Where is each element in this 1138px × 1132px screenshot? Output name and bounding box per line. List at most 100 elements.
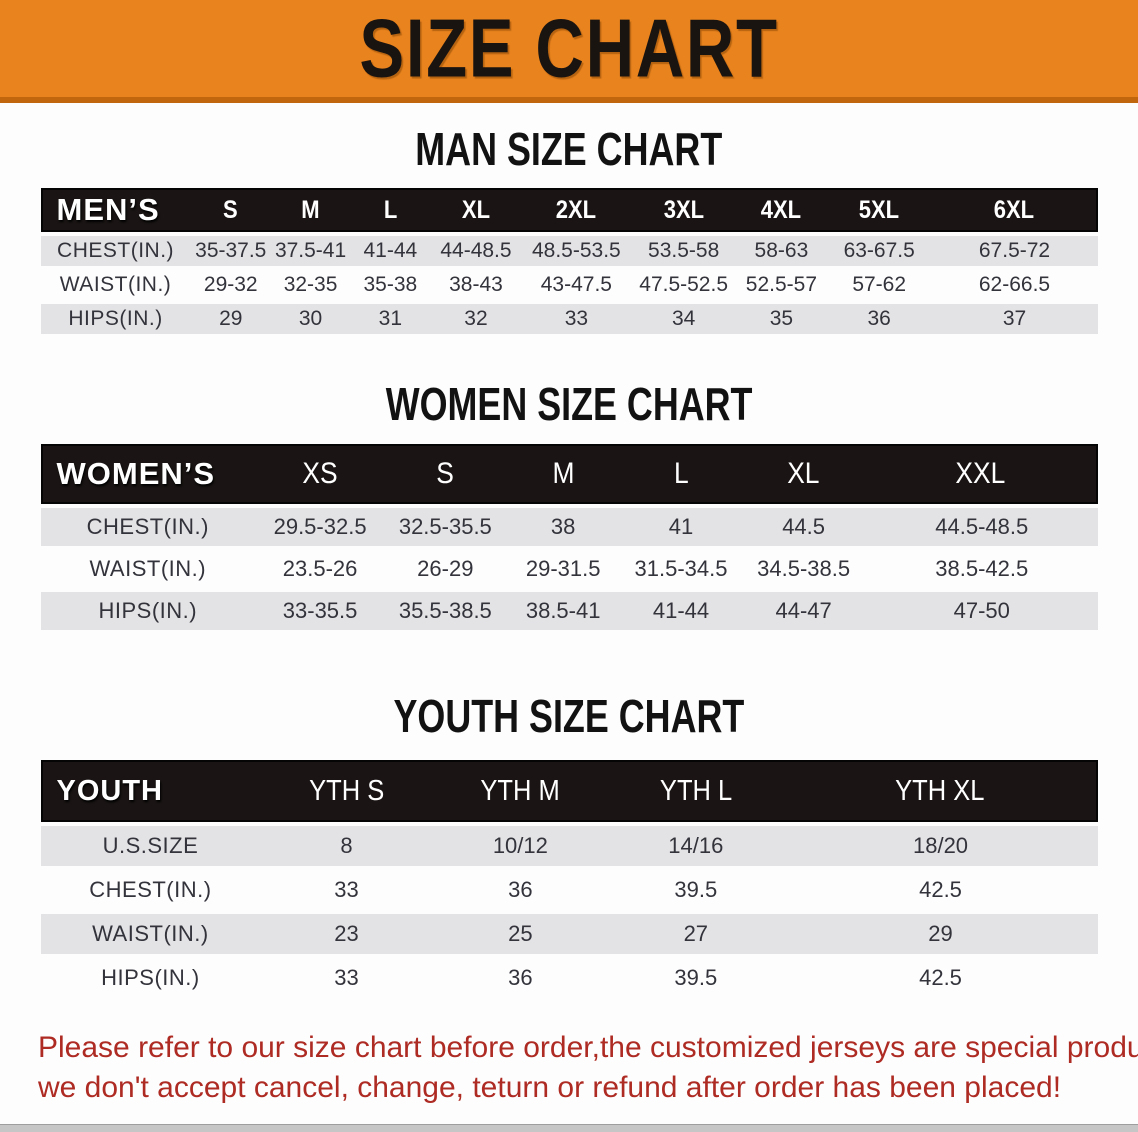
women-header-xl: XL: [741, 444, 866, 504]
men-chest-5xl: 63-67.5: [826, 236, 932, 266]
youth-header-yth-m: YTH M: [432, 760, 609, 822]
women-chest-row: CHEST(IN.) 29.5-32.5 32.5-35.5 38 41 44.…: [40, 508, 1098, 546]
men-chest-3xl: 53.5-58: [631, 236, 736, 266]
women-header-xxl: XXL: [865, 444, 1098, 504]
youth-ussize-yth-xl: 18/20: [783, 826, 1098, 866]
women-chest-xxl: 44.5-48.5: [865, 508, 1098, 546]
youth-hips-yth-l: 39.5: [608, 958, 784, 998]
men-waist-l: 35-38: [350, 270, 431, 300]
men-hips-4xl: 35: [735, 304, 827, 334]
women-waist-xxl: 38.5-42.5: [865, 550, 1098, 588]
size-chart-banner: SIZE CHART: [0, 0, 1138, 103]
men-waist-row: WAIST(IN.) 29-32 32-35 35-38 38-43 43-47…: [40, 270, 1098, 300]
men-hips-3xl: 34: [631, 304, 736, 334]
youth-hips-yth-m: 36: [432, 958, 609, 998]
men-waist-3xl: 47.5-52.5: [631, 270, 736, 300]
men-hips-l: 31: [350, 304, 431, 334]
men-header-2xl: 2XL: [521, 188, 632, 232]
men-hips-6xl: 37: [931, 304, 1098, 334]
bottom-edge-strip: [0, 1124, 1138, 1132]
youth-hips-row: HIPS(IN.) 33 36 39.5 42.5: [40, 958, 1098, 998]
men-chest-label: CHEST(IN.): [40, 236, 191, 266]
men-waist-m: 32-35: [270, 270, 351, 300]
women-waist-row: WAIST(IN.) 23.5-26 26-29 29-31.5 31.5-34…: [40, 550, 1098, 588]
youth-hips-label: HIPS(IN.): [40, 958, 261, 998]
men-waist-5xl: 57-62: [826, 270, 932, 300]
man-size-chart-heading-text: MAN SIZE CHART: [415, 123, 723, 175]
youth-chest-yth-l: 39.5: [608, 870, 784, 910]
disclaimer: Please refer to our size chart before or…: [0, 1028, 1138, 1108]
youth-header-yth-s: YTH S: [260, 760, 433, 822]
women-size-table: WOMEN’S XS S M L XL XXL CHEST(IN.) 29.5-…: [40, 440, 1098, 634]
women-hips-s: 35.5-38.5: [385, 592, 506, 630]
women-header-s: S: [385, 444, 506, 504]
youth-hips-yth-s: 33: [260, 958, 433, 998]
men-header-l: L: [350, 188, 431, 232]
men-size-table: MEN’S S M L XL 2XL 3XL 4XL 5XL 6XL CHEST…: [40, 184, 1098, 338]
men-chest-4xl: 58-63: [735, 236, 827, 266]
youth-chest-label: CHEST(IN.): [40, 870, 261, 910]
men-hips-m: 30: [270, 304, 351, 334]
men-hips-2xl: 33: [521, 304, 632, 334]
women-waist-l: 31.5-34.5: [620, 550, 742, 588]
women-chest-xl: 44.5: [741, 508, 866, 546]
men-header-row: MEN’S S M L XL 2XL 3XL 4XL 5XL 6XL: [40, 188, 1098, 232]
men-waist-4xl: 52.5-57: [735, 270, 827, 300]
youth-header-yth-l: YTH L: [608, 760, 784, 822]
men-chest-row: CHEST(IN.) 35-37.5 37.5-41 41-44 44-48.5…: [40, 236, 1098, 266]
youth-waist-yth-xl: 29: [783, 914, 1098, 954]
men-hips-s: 29: [190, 304, 271, 334]
youth-waist-row: WAIST(IN.) 23 25 27 29: [40, 914, 1098, 954]
youth-ussize-row: U.S.SIZE 8 10/12 14/16 18/20: [40, 826, 1098, 866]
men-header-xl: XL: [430, 188, 522, 232]
men-header-m: M: [270, 188, 351, 232]
men-waist-s: 29-32: [190, 270, 271, 300]
women-size-chart-heading: WOMEN SIZE CHART: [0, 378, 1138, 430]
youth-ussize-yth-l: 14/16: [608, 826, 784, 866]
youth-header-row: YOUTH YTH S YTH M YTH L YTH XL: [40, 760, 1098, 822]
men-waist-6xl: 62-66.5: [931, 270, 1098, 300]
men-header-4xl: 4XL: [735, 188, 827, 232]
women-waist-xl: 34.5-38.5: [741, 550, 866, 588]
youth-header-yth-xl: YTH XL: [783, 760, 1098, 822]
youth-chest-yth-m: 36: [432, 870, 609, 910]
men-header-corner: MEN’S: [40, 188, 191, 232]
youth-size-chart-heading: YOUTH SIZE CHART: [0, 690, 1138, 742]
women-header-row: WOMEN’S XS S M L XL XXL: [40, 444, 1098, 504]
men-header-6xl: 6XL: [931, 188, 1098, 232]
youth-chest-yth-xl: 42.5: [783, 870, 1098, 910]
men-hips-5xl: 36: [826, 304, 932, 334]
men-waist-xl: 38-43: [430, 270, 522, 300]
women-hips-xl: 44-47: [741, 592, 866, 630]
youth-ussize-yth-m: 10/12: [432, 826, 609, 866]
banner-title: SIZE CHART: [359, 1, 779, 95]
women-size-chart-heading-text: WOMEN SIZE CHART: [385, 378, 753, 430]
youth-waist-yth-s: 23: [260, 914, 433, 954]
youth-header-corner: YOUTH: [40, 760, 261, 822]
men-chest-m: 37.5-41: [270, 236, 351, 266]
disclaimer-line-1: Please refer to our size chart before or…: [38, 1031, 1138, 1064]
women-hips-m: 38.5-41: [505, 592, 621, 630]
women-hips-xxl: 47-50: [865, 592, 1098, 630]
youth-size-table: YOUTH YTH S YTH M YTH L YTH XL U.S.SIZE …: [40, 756, 1098, 1002]
women-hips-xs: 33-35.5: [255, 592, 386, 630]
men-waist-2xl: 43-47.5: [521, 270, 632, 300]
youth-ussize-yth-s: 8: [260, 826, 433, 866]
man-size-chart-heading: MAN SIZE CHART: [0, 123, 1138, 175]
men-chest-s: 35-37.5: [190, 236, 271, 266]
youth-chest-yth-s: 33: [260, 870, 433, 910]
women-header-corner: WOMEN’S: [40, 444, 256, 504]
women-chest-m: 38: [505, 508, 621, 546]
women-waist-xs: 23.5-26: [255, 550, 386, 588]
women-header-xs: XS: [255, 444, 386, 504]
women-hips-label: HIPS(IN.): [40, 592, 256, 630]
youth-ussize-label: U.S.SIZE: [40, 826, 261, 866]
women-chest-l: 41: [620, 508, 742, 546]
men-hips-row: HIPS(IN.) 29 30 31 32 33 34 35 36 37: [40, 304, 1098, 334]
women-waist-m: 29-31.5: [505, 550, 621, 588]
women-header-m: M: [505, 444, 621, 504]
men-header-3xl: 3XL: [631, 188, 736, 232]
disclaimer-line-2: we don't accept cancel, change, teturn o…: [38, 1071, 1062, 1104]
men-chest-6xl: 67.5-72: [931, 236, 1098, 266]
women-waist-label: WAIST(IN.): [40, 550, 256, 588]
